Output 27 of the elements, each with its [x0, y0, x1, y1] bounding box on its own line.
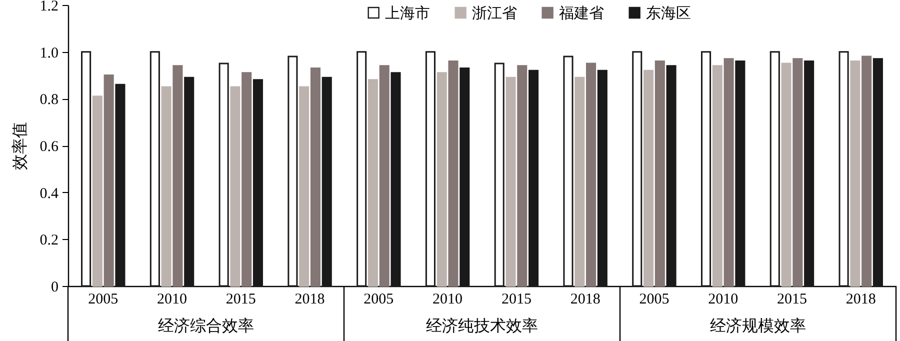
x-tick-label: 2010 — [708, 292, 738, 308]
y-tick-label: 0.6 — [40, 139, 59, 155]
y-tick-label: 0.4 — [40, 186, 59, 202]
x-tick-label: 2010 — [157, 292, 188, 308]
x-tick-label: 2005 — [88, 292, 118, 308]
x-tick-label: 2018 — [294, 292, 325, 308]
x-tick-label: 2015 — [776, 292, 807, 308]
legend-label: 东海区 — [646, 4, 692, 22]
text: 经济综合效率 — [158, 317, 254, 335]
x-tick-label: 2018 — [846, 292, 876, 308]
x-tick-label: 2005 — [364, 292, 394, 308]
y-axis-title: 效率值 — [10, 122, 29, 170]
y-tick-label: 0 — [51, 280, 58, 296]
y-tick-label: 0.8 — [40, 92, 58, 108]
text: 经济规模效率 — [710, 317, 806, 335]
x-tick-label: 2005 — [639, 292, 670, 308]
y-tick-label: 1.2 — [40, 0, 58, 14]
y-tick-label: 0.2 — [40, 232, 58, 249]
x-tick-label: 2018 — [570, 292, 600, 308]
text: 经济纯技术效率 — [426, 317, 538, 335]
legend-label: 浙江省 — [472, 4, 518, 22]
x-tick-label: 2015 — [501, 292, 532, 308]
legend-label: 上海市 — [385, 4, 430, 22]
x-tick-label: 2015 — [226, 292, 256, 308]
y-tick-label: 1.0 — [40, 45, 58, 62]
x-tick-label: 2010 — [432, 292, 463, 308]
legend-label: 福建省 — [559, 4, 604, 22]
